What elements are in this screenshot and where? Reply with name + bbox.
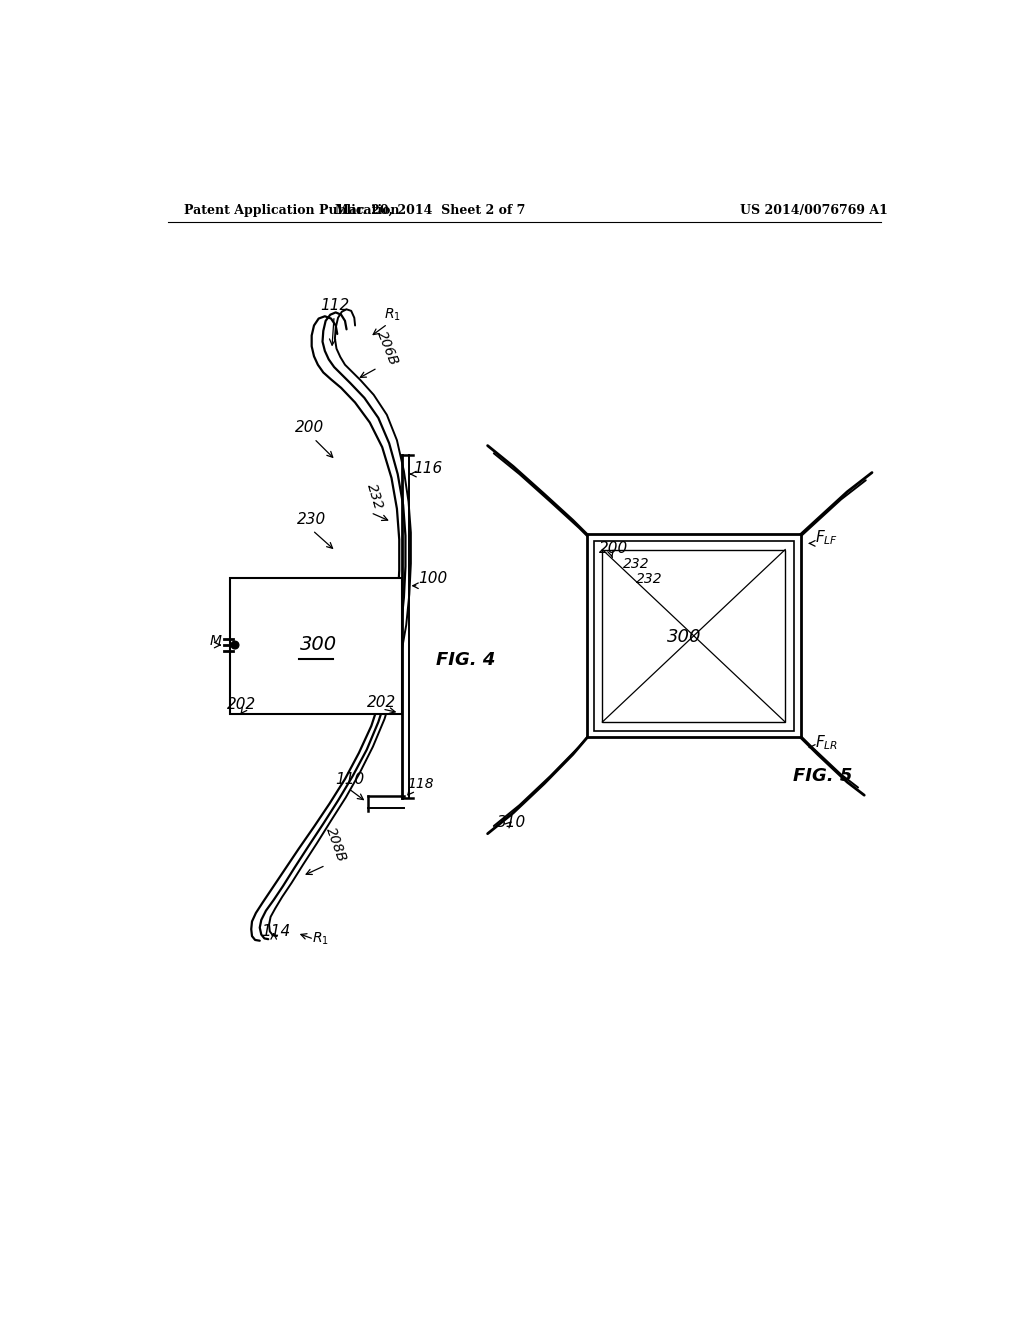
Text: 110: 110 (336, 772, 365, 787)
Text: $R_1$: $R_1$ (312, 931, 330, 946)
Text: 100: 100 (419, 572, 447, 586)
Text: US 2014/0076769 A1: US 2014/0076769 A1 (740, 205, 888, 218)
Bar (230, 578, 402, 714)
Circle shape (231, 642, 239, 649)
Text: 114: 114 (261, 924, 291, 939)
Text: 200: 200 (599, 541, 629, 556)
Text: 202: 202 (227, 697, 256, 711)
Text: 208B: 208B (324, 825, 349, 863)
Text: 230: 230 (297, 512, 327, 527)
Text: 300: 300 (300, 635, 337, 653)
Bar (602, 549, 785, 722)
Text: 202: 202 (367, 694, 396, 710)
Text: M: M (209, 634, 221, 648)
Text: Mar. 20, 2014  Sheet 2 of 7: Mar. 20, 2014 Sheet 2 of 7 (335, 205, 525, 218)
Bar (594, 541, 794, 730)
Text: 118: 118 (407, 777, 433, 791)
Text: 112: 112 (321, 298, 349, 346)
Text: $F_{LF}$: $F_{LF}$ (815, 528, 838, 546)
Text: 232: 232 (623, 557, 649, 572)
Text: $R_1$: $R_1$ (384, 306, 400, 323)
Text: 116: 116 (414, 461, 442, 475)
Text: 232: 232 (365, 482, 386, 512)
Bar (587, 535, 801, 738)
Text: 310: 310 (497, 814, 526, 830)
Text: $F_{LR}$: $F_{LR}$ (815, 734, 838, 752)
Text: Patent Application Publication: Patent Application Publication (183, 205, 399, 218)
Text: FIG. 4: FIG. 4 (436, 651, 496, 669)
Text: 300: 300 (667, 628, 701, 645)
Text: 200: 200 (295, 420, 324, 434)
Text: 232: 232 (636, 573, 663, 586)
Text: 206B: 206B (374, 329, 400, 368)
Text: FIG. 5: FIG. 5 (793, 767, 852, 784)
